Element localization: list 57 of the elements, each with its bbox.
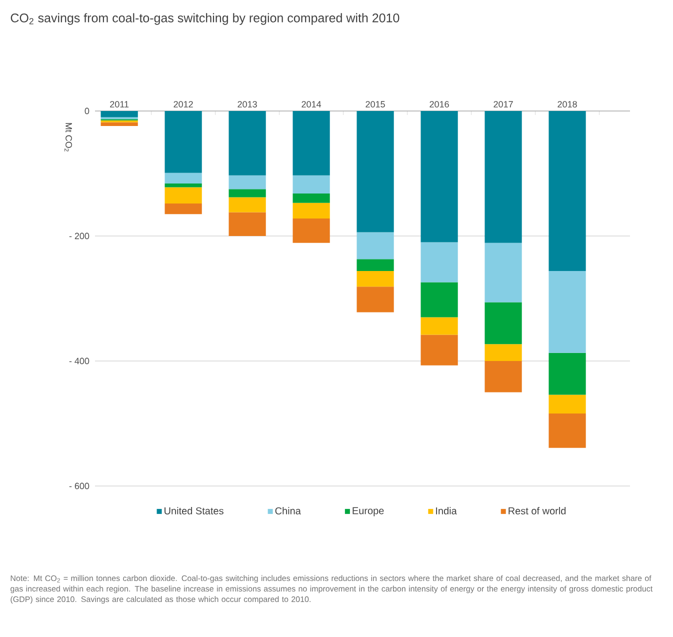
chart-title: CO$_{2}$ savings from coal-to-gas switching by region compared with 2010 xyxy=(10,13,400,25)
text: Note: Mt CO$_{2}$ = million tonnes carbon dioxide. Coal-to-gas switching includes emissions reductions in sectors where the market share of coal decreased, and the market share of gas increased within each region. The baseline increase in emissions assumes no improvement in the carbon intensity of energy or the energy intensity of gross domestic product (GDP) since 2010. Savings are calculated as those which occur compared to 2010. xyxy=(10,575,653,604)
bar xyxy=(484,302,522,344)
bar xyxy=(164,172,202,184)
x-tick-label: 2016 xyxy=(430,101,449,108)
bar xyxy=(228,197,266,212)
bar xyxy=(228,212,266,236)
bar xyxy=(356,232,394,260)
x-tick-label: 2012 xyxy=(174,101,193,108)
y-axis-title: Mt CO$_{2}$ xyxy=(64,123,72,152)
bar xyxy=(356,270,394,287)
bar xyxy=(356,286,394,312)
legend-label: Europe xyxy=(352,507,384,516)
bar xyxy=(292,202,330,218)
bar xyxy=(548,413,586,448)
bar xyxy=(292,218,330,243)
bar xyxy=(164,203,202,214)
bar xyxy=(420,242,458,282)
bar xyxy=(228,110,266,176)
bar xyxy=(356,110,394,232)
bar xyxy=(484,360,522,392)
bar xyxy=(100,122,138,126)
bar xyxy=(420,110,458,242)
bar xyxy=(484,110,522,243)
bar xyxy=(420,282,458,318)
bar xyxy=(548,110,586,271)
bar xyxy=(548,352,586,395)
bar xyxy=(420,334,458,366)
legend-label: United States xyxy=(164,507,224,514)
bar xyxy=(100,110,138,118)
bar xyxy=(548,394,586,414)
bar xyxy=(292,175,330,194)
bar xyxy=(292,110,330,176)
bar xyxy=(420,317,458,335)
bar xyxy=(228,175,266,190)
x-tick-label: 2014 xyxy=(302,101,322,108)
bar xyxy=(548,270,586,353)
y-tick-label: - 200 xyxy=(69,232,90,240)
y-tick-label: 0 xyxy=(84,108,90,114)
bar xyxy=(164,183,202,188)
bar xyxy=(484,242,522,302)
y-tick-label: - 400 xyxy=(69,358,90,364)
bar xyxy=(228,189,266,198)
bar xyxy=(484,344,522,361)
legend-label: China xyxy=(275,507,301,514)
bar xyxy=(292,193,330,203)
x-tick-label: 2015 xyxy=(366,101,385,108)
bar xyxy=(164,110,202,173)
x-tick-label: 2017 xyxy=(494,101,513,108)
bar xyxy=(164,187,202,204)
y-tick-label: - 600 xyxy=(69,482,90,490)
x-tick-label: 2013 xyxy=(238,101,257,108)
legend-label: India xyxy=(436,507,457,514)
legend-label: Rest of world xyxy=(508,507,566,514)
x-tick-label: 2011 xyxy=(110,101,129,108)
bar xyxy=(356,259,394,271)
x-tick-label: 2018 xyxy=(558,101,577,108)
